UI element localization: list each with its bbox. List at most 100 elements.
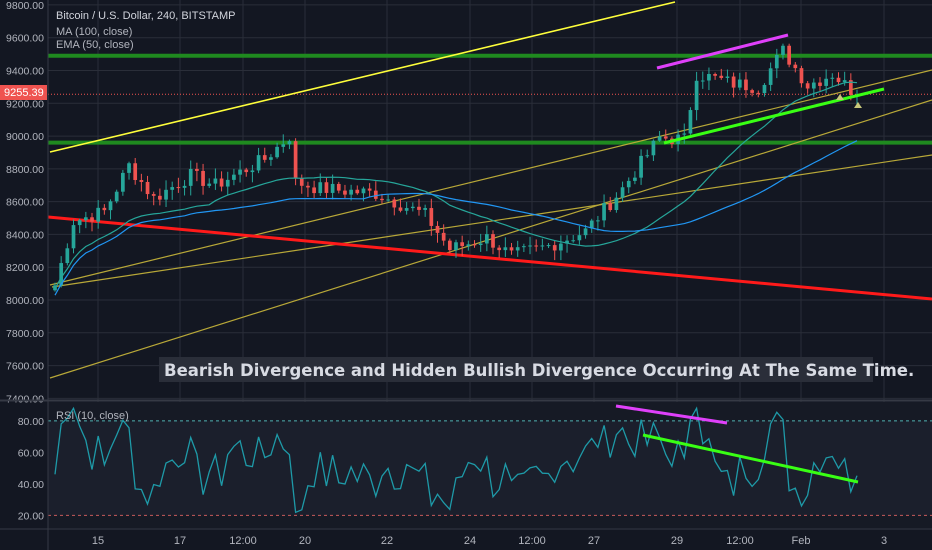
candle-body [515,247,520,251]
candle-body [725,76,730,78]
price-badge [0,85,47,100]
candle-body [392,199,397,208]
annotation-text: Bearish Divergence and Hidden Bullish Di… [164,361,914,380]
candle-body [559,243,563,251]
candle-body [657,136,662,141]
candle-body [460,242,465,247]
candle-body [410,206,415,209]
candle-body [787,45,791,65]
ma-line [54,140,858,296]
candle-body [602,203,606,221]
candle-body [373,190,378,199]
candle-body [731,76,736,88]
channel-line [49,69,932,286]
candle-body [151,194,156,196]
x-tick-label: 12:00 [726,535,754,547]
price-badge-value: 9255.39 [4,87,44,99]
candle-body [589,220,594,229]
candle-body [318,182,323,194]
candle-body [139,180,144,182]
candle-body [269,157,273,160]
candle-body [330,183,335,193]
candle-body [281,144,286,147]
candle-body [811,82,816,89]
x-tick-label: 12:00 [229,535,257,547]
candle-body [577,235,582,241]
candle-body [170,187,175,190]
candle-body [417,206,421,210]
candle-body [213,178,218,184]
candle-body [195,168,199,171]
candle-body [108,201,113,211]
candle-body [447,240,452,251]
candle-body [503,247,508,251]
rsi-line [54,406,858,514]
candle-body [336,183,341,191]
candle-body [626,180,631,188]
x-tick-label: 22 [381,535,393,547]
candle-body [633,177,637,181]
rsi-y-tick-label: 40.00 [18,479,44,491]
red-trendline [47,215,932,301]
candle-body [774,54,779,69]
candle-body [614,197,619,211]
candle-body [114,191,119,202]
candle-body [182,185,187,188]
legend-ma: MA (100, close) [56,26,132,38]
candle-body [688,110,693,134]
candle-body [404,208,409,211]
candle-body [528,245,532,247]
candle-body [497,247,502,251]
candle-body [176,187,181,189]
candle-body [824,78,829,86]
y-tick-label: 8200.00 [6,262,44,274]
candle-body [225,179,230,187]
candle-body [694,80,699,111]
channel-line [49,99,932,379]
y-tick-label: 9200.00 [6,98,44,110]
candle-body [219,178,224,187]
y-tick-label: 9600.00 [6,33,44,45]
candle-body [256,155,261,171]
candle-body [608,203,613,211]
y-tick-label: 8600.00 [6,197,44,209]
hidden-bullish-divergence-price [663,87,885,145]
candle-body [133,163,138,181]
bearish-divergence-rsi [615,404,728,425]
candle-body [762,84,767,94]
candle-body [386,199,390,201]
rsi-y-tick-label: 20.00 [18,510,44,522]
candle-body [830,77,835,79]
candle-body [818,82,822,86]
candle-body [546,245,551,247]
candle-body [478,243,483,246]
candle-body [83,217,88,221]
rsi-label: RSI (10, close) [56,410,129,422]
candle-body [361,188,366,194]
candle-body [343,190,347,195]
x-tick-label: 24 [464,535,476,547]
triangle-marker [836,94,844,100]
candle-body [793,64,798,69]
channel-line [51,154,932,288]
candle-body [848,80,853,96]
candle-body [799,68,804,84]
candle-body [441,232,446,241]
x-tick-label: 12:00 [518,535,546,547]
candle-body [663,136,668,139]
candle-body [435,225,440,233]
candle-body [639,155,643,178]
candle-body [540,245,545,247]
support-resistance-zone [48,140,932,145]
candle-body [836,77,841,83]
candle-body [188,168,193,186]
candle-body [238,169,242,175]
candle-body [164,189,168,200]
candle-body [244,169,249,173]
candle-body [380,198,384,201]
candle-body [522,246,526,248]
candle-body [744,79,748,91]
bearish-divergence-price [656,33,789,70]
candle-body [349,189,353,195]
